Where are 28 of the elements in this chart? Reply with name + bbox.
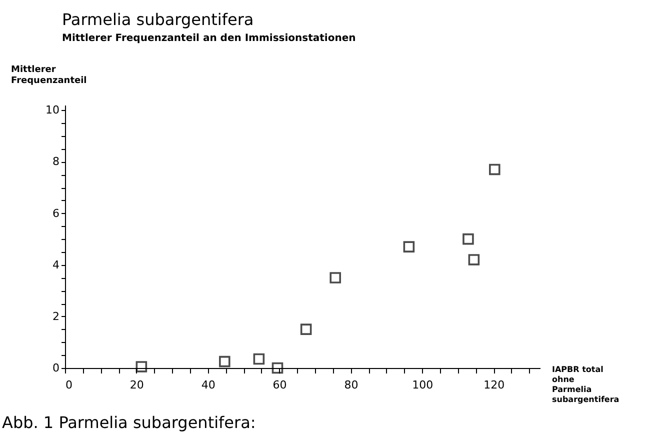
point: [136, 361, 148, 372]
y-tick-label: 6: [52, 206, 60, 220]
y-tick-label: 10: [46, 104, 60, 117]
point: [272, 362, 284, 374]
x-axis-title: IAPBR total ohne Parmelia subargentifera: [552, 365, 620, 404]
y-tick-label: 2: [52, 310, 60, 323]
x-tick-label: 20: [130, 378, 144, 392]
chart-subtitle: Mittlerer Frequenzanteil an den Immissionstationen: [62, 33, 356, 44]
caption: Abb. 1 Parmelia subargentifera:: [2, 413, 256, 432]
x-tick-label: 60: [272, 378, 287, 392]
x-tick-label: 120: [484, 378, 505, 392]
point: [253, 353, 265, 365]
x-tick-label: 40: [201, 378, 216, 392]
point: [219, 356, 230, 368]
x-tick-label: 80: [344, 378, 358, 392]
x-tick-label: 0: [66, 378, 72, 392]
point: [462, 233, 474, 245]
point: [403, 241, 415, 252]
point: [300, 324, 312, 335]
y-tick-label: 4: [52, 258, 60, 272]
y-tick-label: 8: [52, 155, 60, 168]
chart-title: Parmelia subargentifera: [62, 10, 254, 29]
x-tick-label: 100: [412, 378, 434, 392]
point: [468, 254, 480, 266]
y-tick-label: 0: [52, 362, 60, 374]
point: [489, 164, 500, 176]
point: [330, 272, 341, 284]
y-axis-title: Mittlerer Frequenzanteil: [11, 65, 87, 86]
